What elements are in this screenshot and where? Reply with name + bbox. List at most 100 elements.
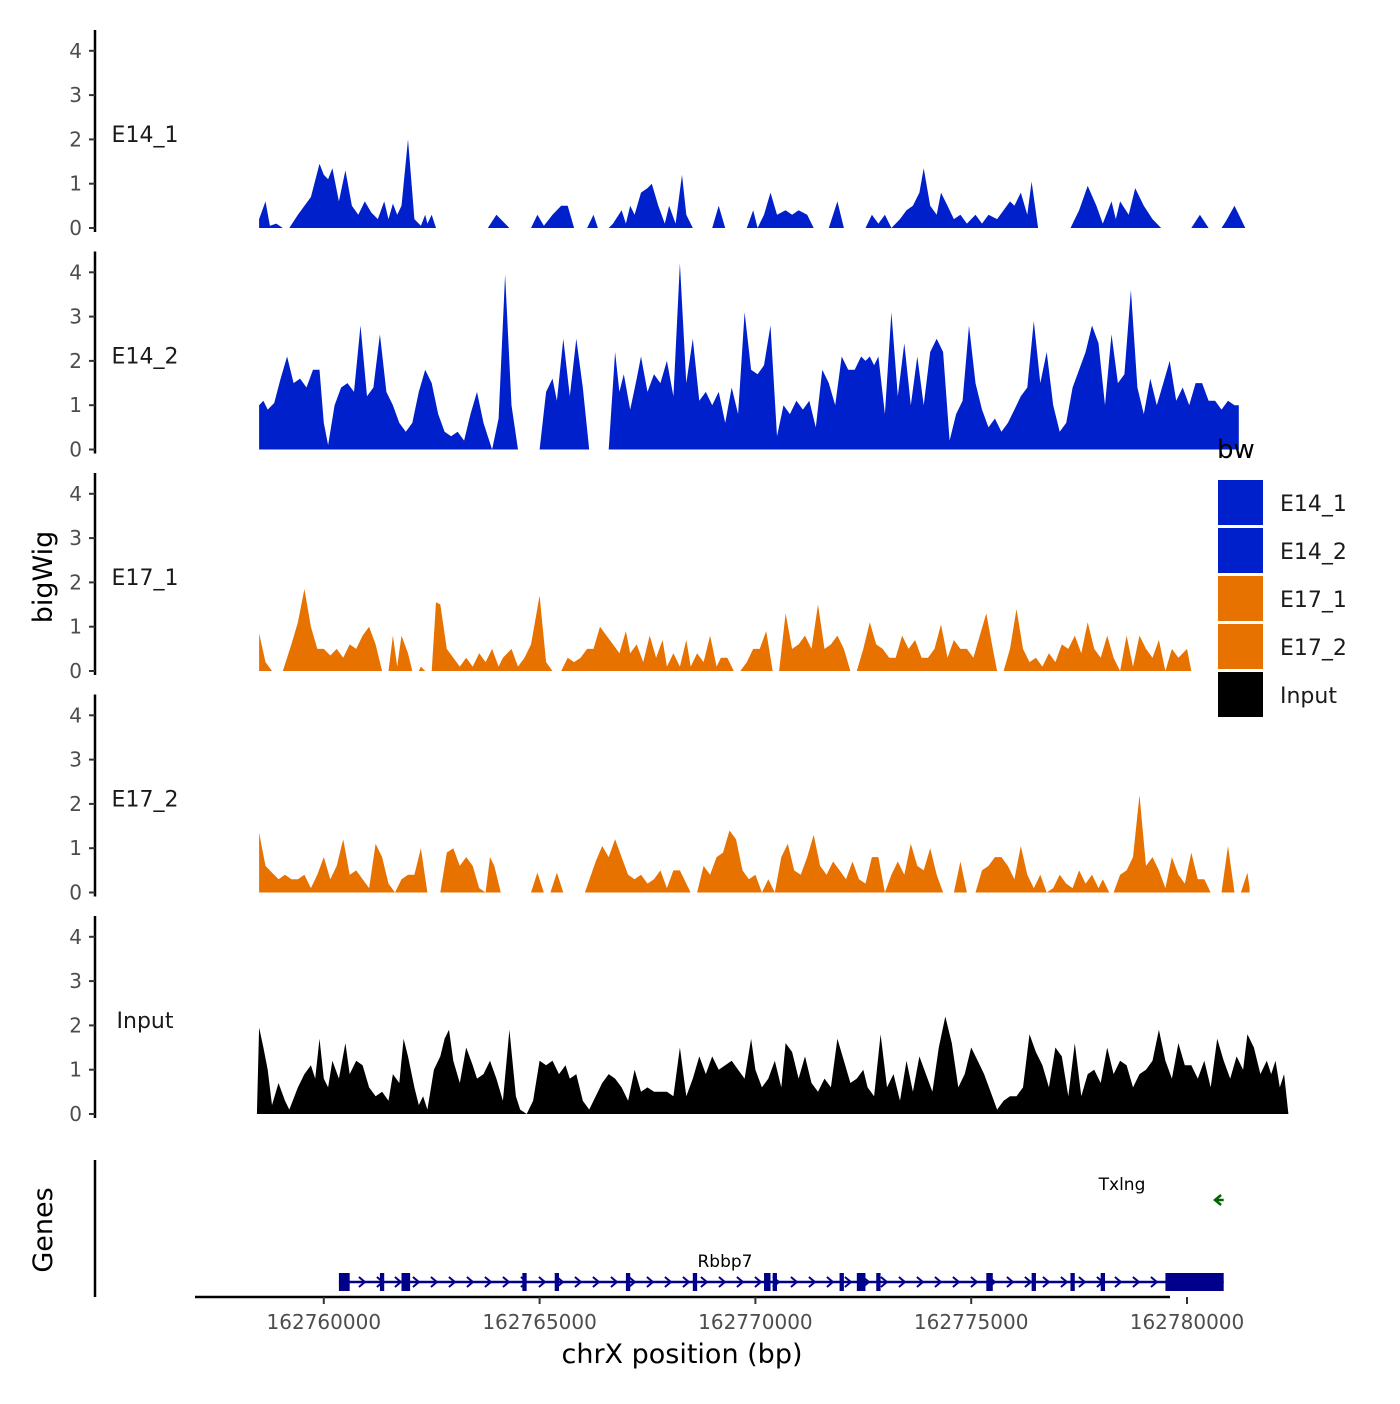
track-label: E14_1	[112, 123, 179, 148]
strand-arrow	[808, 1276, 817, 1288]
strand-arrow	[466, 1276, 475, 1288]
exon	[379, 1273, 385, 1291]
genes-axis-title: Genes	[28, 1187, 59, 1272]
strand-arrow	[358, 1276, 367, 1288]
track-e17-2: 0 1 2 3 4 E17_2	[69, 694, 1250, 905]
track-label: E17_1	[112, 566, 179, 591]
strand-arrow	[1060, 1276, 1069, 1288]
x-tick-label: 162775000	[914, 1310, 1029, 1334]
strand-arrow	[412, 1276, 421, 1288]
strand-arrow	[898, 1276, 907, 1288]
strand-arrow	[574, 1276, 583, 1288]
strand-arrow	[502, 1276, 511, 1288]
track-label: Input	[117, 1009, 174, 1034]
legend-key-input	[1218, 672, 1263, 717]
y-tick-label: 3	[69, 83, 82, 107]
exon	[1100, 1273, 1105, 1291]
signal-area-e14-2	[259, 263, 1239, 450]
strand-arrow	[484, 1276, 493, 1288]
x-axis-title: chrX position (bp)	[561, 1339, 802, 1370]
signal-area-e17-1	[259, 589, 1192, 671]
x-axis: 162760000 162765000 162770000 162775000 1627…	[195, 1295, 1245, 1334]
legend-label: Input	[1280, 684, 1337, 709]
legend-key-e17-2	[1218, 624, 1263, 669]
strand-arrow	[844, 1276, 853, 1288]
y-tick-label: 2	[69, 1013, 82, 1037]
strand-arrow	[718, 1276, 727, 1288]
x-tick-label: 162770000	[698, 1310, 813, 1334]
strand-arrow	[538, 1276, 547, 1288]
exon	[554, 1273, 560, 1291]
exon	[338, 1273, 350, 1291]
legend-label: E14_2	[1280, 540, 1347, 565]
y-tick-label: 2	[69, 792, 82, 816]
strand-arrow	[826, 1276, 835, 1288]
strand-arrow	[1132, 1276, 1141, 1288]
legend-title: bw	[1217, 435, 1255, 465]
strand-arrow	[1213, 1194, 1222, 1206]
y-tick-label: 4	[69, 39, 82, 63]
strand-arrow	[1078, 1276, 1087, 1288]
strand-arrow	[1006, 1276, 1015, 1288]
y-tick-label: 0	[69, 438, 82, 462]
y-tick-label: 4	[69, 482, 82, 506]
signal-area-e14-1	[259, 139, 1246, 228]
strand-arrow	[1150, 1276, 1159, 1288]
track-e14-2: 0 1 2 3 4 E14_2	[69, 251, 1239, 462]
strand-arrow	[754, 1276, 763, 1288]
legend-label: E14_1	[1280, 492, 1347, 517]
y-tick-label: 1	[69, 836, 82, 860]
strand-arrow	[1114, 1276, 1123, 1288]
exon	[876, 1273, 881, 1291]
exon	[1031, 1273, 1036, 1291]
legend-key-e14-2	[1218, 528, 1263, 573]
y-tick-label: 0	[69, 659, 82, 683]
legend-key-e17-1	[1218, 576, 1263, 621]
x-tick-label: 162760000	[267, 1310, 382, 1334]
y-tick-label: 3	[69, 969, 82, 993]
gene-txlng: Txlng	[1098, 1175, 1224, 1206]
strand-arrow	[394, 1276, 403, 1288]
strand-arrow	[1042, 1276, 1051, 1288]
strand-arrow	[448, 1276, 457, 1288]
strand-arrow	[952, 1276, 961, 1288]
exon	[986, 1273, 993, 1291]
y-tick-label: 0	[69, 1102, 82, 1126]
strand-arrow	[790, 1276, 799, 1288]
y-tick-label: 4	[69, 925, 82, 949]
track-label: E14_2	[112, 345, 179, 370]
track-input: 0 1 2 3 4 Input	[69, 916, 1289, 1126]
strand-arrow	[970, 1276, 979, 1288]
y-tick-label: 2	[69, 349, 82, 373]
genes-panel: Rbbp7 Txlng	[93, 1160, 1224, 1297]
y-tick-label: 4	[69, 260, 82, 284]
y-tick-label: 2	[69, 570, 82, 594]
strand-arrow	[610, 1276, 619, 1288]
y-tick-label: 3	[69, 305, 82, 329]
legend: bw E14_1 E14_2 E17_1 E17_2 Input	[1217, 435, 1347, 717]
y-tick-label: 3	[69, 526, 82, 550]
track-e14-1: 0 1 2 3 4 E14_1	[69, 30, 1246, 240]
strand-arrow	[682, 1276, 691, 1288]
exon	[772, 1273, 777, 1291]
strand-arrow	[916, 1276, 925, 1288]
exon	[522, 1273, 527, 1291]
tracks: 0 1 2 3 4 E14_1 0 1 2 3 4 E14_2 0 1 2 3 4 E17_1 0 1 2 3 4 E17_2…	[69, 30, 1289, 1126]
strand-arrow	[880, 1276, 889, 1288]
signal-area-input	[256, 1016, 1289, 1114]
strand-arrow	[646, 1276, 655, 1288]
exon	[625, 1273, 631, 1291]
exon	[401, 1273, 411, 1291]
x-tick-label: 162780000	[1130, 1310, 1245, 1334]
strand-arrow	[592, 1276, 601, 1288]
legend-label: E17_2	[1280, 636, 1347, 661]
gene-label: Rbbp7	[697, 1252, 752, 1272]
exon	[1165, 1273, 1224, 1291]
exon	[692, 1273, 698, 1291]
legend-key-e14-1	[1218, 480, 1263, 525]
exon	[764, 1273, 771, 1291]
y-tick-label: 4	[69, 703, 82, 727]
y-tick-label: 3	[69, 748, 82, 772]
